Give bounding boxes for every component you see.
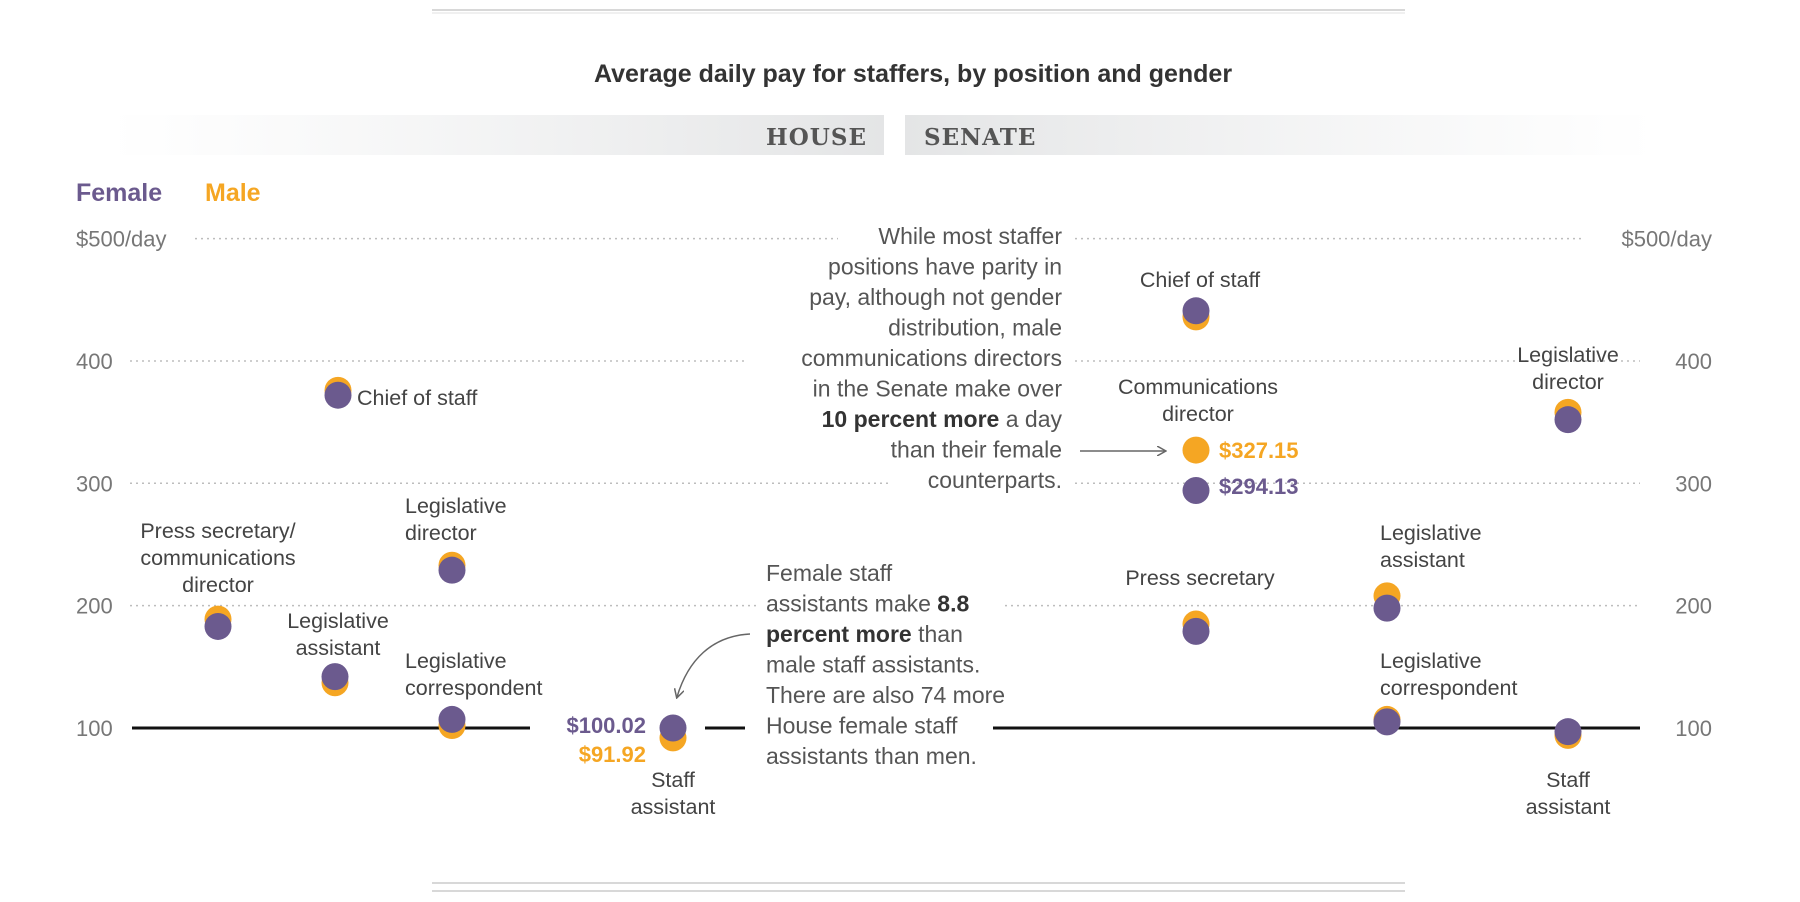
house-annotation-arrow [677,633,751,697]
senate-female-dot [1182,297,1210,325]
house-male-value-label: $91.92 [579,742,646,767]
house-label-press-secretary-communications-director: Press secretary/communications director [140,519,295,597]
house-female-dot [438,556,466,584]
y-tick-left-200: 200 [76,594,113,619]
senate-point-legislative-director [1554,398,1582,434]
bottom-rule [432,882,1405,892]
y-tick-left-400: 400 [76,349,113,374]
senate-annotation: While most staffer positions have parity … [801,223,1062,493]
legend-female: Female [76,179,162,207]
data-points [204,297,1582,752]
house-point-legislative-director [438,551,466,584]
house-female-dot [204,612,232,640]
y-tick-right-500: $500/day [1621,227,1712,252]
house-female-dot [321,663,349,691]
senate-point-communications-director [1182,436,1210,504]
senate-header: SENATE [924,124,1036,151]
house-label-legislative-correspondent: Legislative correspondent [405,649,542,700]
house-point-legislative-assistant [321,663,349,697]
house-label-staff-assistant: Staff assistant [631,768,716,819]
y-tick-left-100: 100 [76,716,113,741]
senate-female-dot [1182,476,1210,504]
senate-female-dot [1554,406,1582,434]
senate-female-dot [1554,718,1582,746]
y-tick-right-400: 400 [1675,349,1712,374]
senate-label-legislative-correspondent: Legislative correspondent [1380,649,1517,700]
house-female-dot [438,705,466,733]
y-tick-left-300: 300 [76,471,113,496]
y-axis: 100 100 200 200 300 300 400 400 $500/day $500/day [76,227,1712,741]
senate-female-dot [1182,617,1210,645]
top-rule [432,9,1405,14]
house-point-press-secretary-communications-director [204,605,232,640]
house-female-dot [324,381,352,409]
chart-title: Average daily pay for staffers, by posit… [594,60,1232,88]
y-tick-right-100: 100 [1675,716,1712,741]
senate-point-legislative-correspondent [1373,705,1401,736]
senate-point-legislative-assistant [1373,582,1401,622]
house-label-legislative-director: Legislative director [405,494,507,545]
senate-male-dot [1182,436,1210,464]
house-point-staff-assistant [659,714,687,752]
senate-point-staff-assistant [1554,718,1582,749]
y-tick-right-300: 300 [1675,471,1712,496]
house-point-legislative-correspondent [438,705,466,740]
house-female-dot [659,714,687,742]
senate-band [905,115,1655,155]
senate-point-press-secretary [1182,610,1210,645]
senate-label-legislative-director: Legislative director [1517,343,1619,394]
house-annotation: Female staff assistants make 8.8 percent m… [766,560,1005,769]
senate-label-press-secretary: Press secretary [1125,566,1275,590]
house-female-value-label: $100.02 [566,713,646,738]
y-tick-right-200: 200 [1675,594,1712,619]
senate-female-dot [1373,708,1401,736]
senate-point-chief-of-staff [1182,297,1210,331]
position-labels: Press secretary/communications director Ch… [140,268,1618,819]
senate-female-value-label: $294.13 [1219,474,1299,499]
senate-female-dot [1373,594,1401,622]
y-tick-left-500: $500/day [76,227,167,252]
senate-label-chief-of-staff: Chief of staff [1140,268,1260,292]
house-header: HOUSE [766,124,867,151]
legend-male: Male [205,179,261,207]
house-label-chief-of-staff: Chief of staff [357,386,477,410]
senate-label-legislative-assistant: Legislative assistant [1380,521,1482,572]
house-band [110,115,884,155]
house-label-legislative-assistant: Legislative assistant [287,609,389,660]
senate-label-staff-assistant: Staff assistant [1526,768,1611,819]
senate-male-value-label: $327.15 [1219,438,1299,463]
house-point-chief-of-staff [324,376,352,409]
senate-label-communications-director: Communications director [1118,375,1278,426]
